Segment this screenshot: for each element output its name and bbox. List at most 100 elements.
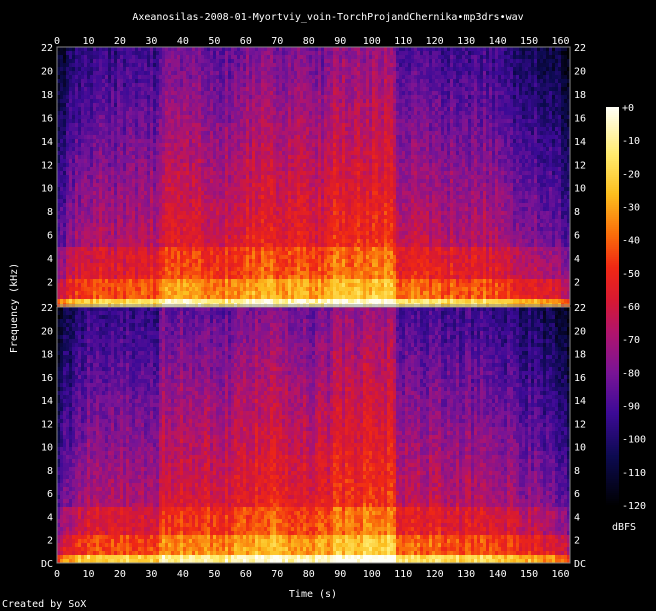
spectrogram-cell (162, 59, 165, 63)
spectrogram-cell (60, 55, 63, 59)
spectrogram-cell (126, 155, 129, 159)
spectrogram-cell (252, 187, 255, 191)
spectrogram-cell (63, 251, 66, 255)
spectrogram-cell (90, 123, 93, 127)
spectrogram-cell (111, 119, 114, 123)
spectrogram-cell (195, 83, 198, 87)
spectrogram-cell (192, 275, 195, 279)
spectrogram-cell (114, 83, 117, 87)
spectrogram-cell (213, 267, 216, 271)
spectrogram-cell (129, 115, 132, 119)
spectrogram-cell (183, 171, 186, 175)
spectrogram-cell (240, 195, 243, 199)
spectrogram-cell (261, 191, 264, 195)
spectrogram-cell (168, 287, 171, 291)
spectrogram-cell (96, 235, 99, 239)
spectrogram-cell (114, 127, 117, 131)
spectrogram-cell (132, 71, 135, 75)
spectrogram-cell (198, 147, 201, 151)
spectrogram-cell (207, 171, 210, 175)
spectrogram-cell (168, 299, 171, 303)
spectrogram-cell (225, 143, 228, 147)
spectrogram-cell (258, 103, 261, 107)
spectrogram-cell (246, 139, 249, 143)
spectrogram-cell (192, 239, 195, 243)
spectrogram-cell (84, 115, 87, 119)
spectrogram-cell (174, 67, 177, 71)
spectrogram-cell (255, 159, 258, 163)
spectrogram-cell (135, 267, 138, 271)
spectrogram-cell (276, 219, 279, 223)
spectrogram-cell (162, 267, 165, 271)
spectrogram-cell (111, 211, 114, 215)
spectrogram-cell (141, 167, 144, 171)
spectrogram-cell (228, 79, 231, 83)
spectrogram-cell (78, 275, 81, 279)
spectrogram-cell (111, 295, 114, 299)
spectrogram-cell (222, 199, 225, 203)
spectrogram-cell (171, 219, 174, 223)
spectrogram-cell (138, 239, 141, 243)
spectrogram-cell (138, 83, 141, 87)
spectrogram-cell (180, 183, 183, 187)
spectrogram-cell (207, 251, 210, 255)
spectrogram-cell (105, 67, 108, 71)
spectrogram-cell (261, 207, 264, 211)
spectrogram-cell (117, 247, 120, 251)
spectrogram-cell (165, 287, 168, 291)
spectrogram-cell (210, 143, 213, 147)
spectrogram-cell (261, 211, 264, 215)
spectrogram-cell (183, 231, 186, 235)
spectrogram-cell (66, 191, 69, 195)
spectrogram-cell (237, 119, 240, 123)
spectrogram-cell (258, 227, 261, 231)
spectrogram-cell (69, 123, 72, 127)
spectrogram-cell (72, 183, 75, 187)
spectrogram-cell (99, 259, 102, 263)
spectrogram-cell (72, 71, 75, 75)
spectrogram-cell (87, 95, 90, 99)
spectrogram-cell (213, 147, 216, 151)
spectrogram-cell (99, 67, 102, 71)
spectrogram-cell (210, 151, 213, 155)
spectrogram-cell (150, 119, 153, 123)
spectrogram-cell (270, 75, 273, 79)
spectrogram-cell (219, 99, 222, 103)
spectrogram-cell (87, 91, 90, 95)
spectrogram-cell (273, 199, 276, 203)
spectrogram-cell (225, 251, 228, 255)
spectrogram-cell (231, 99, 234, 103)
spectrogram-cell (285, 195, 288, 199)
spectrogram-cell (99, 239, 102, 243)
spectrogram-cell (138, 219, 141, 223)
spectrogram-cell (90, 83, 93, 87)
spectrogram-cell (276, 259, 279, 263)
spectrogram-cell (132, 139, 135, 143)
spectrogram-cell (93, 83, 96, 87)
spectrogram-cell (114, 239, 117, 243)
spectrogram-cell (261, 87, 264, 91)
spectrogram-cell (156, 251, 159, 255)
spectrogram-cell (96, 47, 99, 51)
spectrogram-cell (165, 251, 168, 255)
spectrogram-cell (87, 155, 90, 159)
spectrogram-cell (69, 75, 72, 79)
spectrogram-cell (93, 95, 96, 99)
spectrogram-cell (261, 287, 264, 291)
spectrogram-cell (210, 251, 213, 255)
spectrogram-cell (258, 159, 261, 163)
spectrogram-cell (264, 299, 267, 303)
spectrogram-cell (117, 163, 120, 167)
spectrogram-cell (126, 235, 129, 239)
spectrogram-cell (96, 279, 99, 283)
spectrogram-cell (201, 151, 204, 155)
spectrogram-cell (183, 275, 186, 279)
spectrogram-cell (120, 263, 123, 267)
spectrogram-cell (189, 171, 192, 175)
spectrogram-cell (279, 191, 282, 195)
spectrogram-cell (159, 187, 162, 191)
spectrogram-cell (147, 207, 150, 211)
spectrogram-cell (99, 175, 102, 179)
spectrogram-cell (168, 199, 171, 203)
spectrogram-cell (270, 287, 273, 291)
